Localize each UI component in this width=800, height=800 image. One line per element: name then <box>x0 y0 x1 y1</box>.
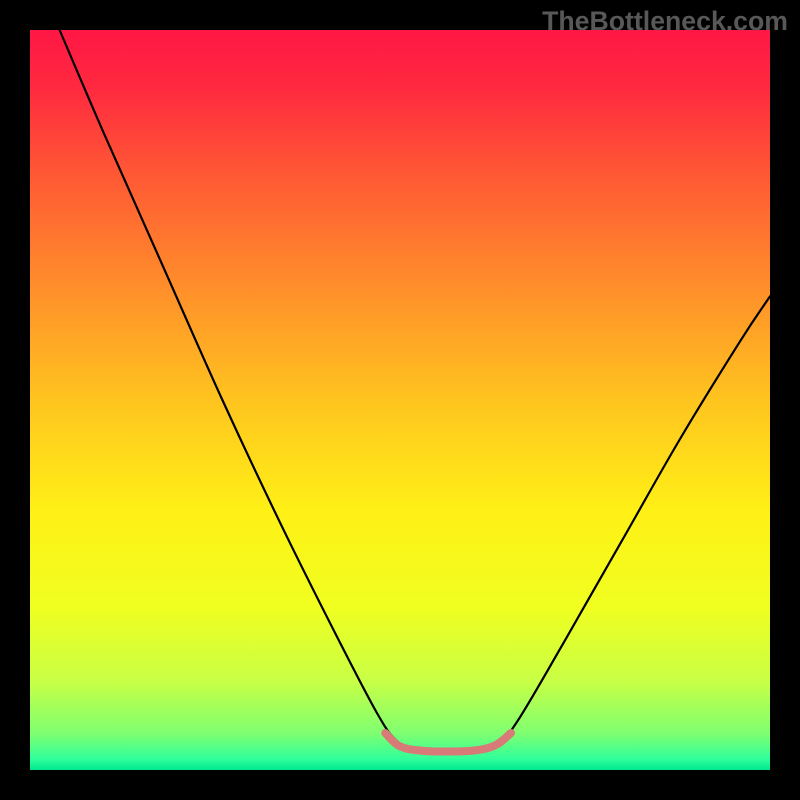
bottleneck-chart: TheBottleneck.com <box>0 0 800 800</box>
curves-layer <box>30 30 770 770</box>
plot-area <box>30 30 770 770</box>
watermark-text: TheBottleneck.com <box>542 6 788 37</box>
trough-highlight <box>385 733 511 752</box>
bottleneck-curve <box>60 30 770 752</box>
